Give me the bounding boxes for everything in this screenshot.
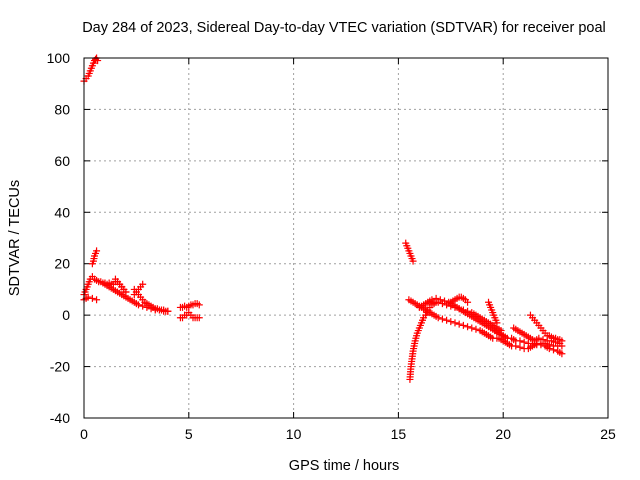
data-point <box>558 350 566 358</box>
data-point <box>493 319 501 327</box>
data-point <box>545 345 553 353</box>
data-point <box>443 316 451 324</box>
series-late-g <box>495 334 566 358</box>
data-point <box>134 301 142 309</box>
data-point <box>438 300 446 308</box>
data-point <box>472 325 480 333</box>
series-early-f <box>176 309 203 322</box>
data-point <box>520 338 528 346</box>
data-point <box>547 337 555 345</box>
plot-frame <box>83 57 609 419</box>
data-point <box>84 293 92 301</box>
series-late-i <box>510 324 564 347</box>
data-point <box>464 323 472 331</box>
series-late-e <box>485 298 501 327</box>
series-early-c <box>111 275 130 296</box>
data-point <box>464 307 472 315</box>
data-point <box>122 288 130 296</box>
x-tick-label: 15 <box>391 426 407 442</box>
data-points <box>80 54 566 383</box>
data-point <box>139 280 147 288</box>
data-point <box>455 305 463 313</box>
y-tick-label: 60 <box>54 153 70 169</box>
data-point <box>455 320 463 328</box>
data-point <box>93 247 101 255</box>
y-tick-label: 100 <box>47 50 71 66</box>
data-point <box>195 314 203 322</box>
data-point <box>443 301 451 309</box>
series-late-f <box>491 327 566 350</box>
data-point <box>550 346 558 354</box>
data-point <box>464 298 472 306</box>
data-point <box>195 301 203 309</box>
y-tick-label: 20 <box>54 256 70 272</box>
y-tick-label: 40 <box>54 204 70 220</box>
data-point <box>512 342 520 350</box>
data-point <box>93 296 101 304</box>
x-tick-label: 25 <box>600 426 616 442</box>
data-point <box>552 338 560 346</box>
series-late-d <box>447 293 472 306</box>
data-point <box>409 257 417 265</box>
y-tick-label: 80 <box>54 101 70 117</box>
x-tick-label: 0 <box>80 426 88 442</box>
x-tick-label: 5 <box>185 426 193 442</box>
data-point <box>447 318 455 326</box>
data-point <box>451 303 459 311</box>
data-point <box>139 302 147 310</box>
data-point <box>434 298 442 306</box>
axis-ticks <box>83 57 609 419</box>
y-axis-label: SDTVAR / TECUs <box>7 180 23 296</box>
series-early-spike <box>88 247 101 268</box>
data-point <box>539 336 547 344</box>
data-point <box>88 294 96 302</box>
data-point <box>459 321 467 329</box>
series-late-spike <box>402 239 417 265</box>
series-early-g <box>176 300 203 311</box>
data-point <box>468 324 476 332</box>
grid-lines <box>84 58 608 418</box>
y-tick-label: 0 <box>62 307 70 323</box>
data-point <box>556 339 564 347</box>
data-point <box>516 343 524 351</box>
x-axis-label: GPS time / hours <box>289 458 399 474</box>
data-point <box>451 319 459 327</box>
x-tick-label: 10 <box>286 426 302 442</box>
y-tick-labels: -40 -20 0 20 40 60 80 100 <box>47 50 71 426</box>
data-point <box>438 315 446 323</box>
data-point <box>537 341 545 349</box>
chart-title: Day 284 of 2023, Sidereal Day-to-day VTE… <box>82 20 606 36</box>
data-point <box>459 306 467 314</box>
series-late-rise <box>406 298 440 383</box>
series-early-e <box>130 280 147 299</box>
data-point <box>432 294 440 302</box>
x-tick-labels: 0 5 10 15 20 25 <box>80 426 616 442</box>
data-point <box>164 307 172 315</box>
x-tick-label: 20 <box>495 426 511 442</box>
y-tick-label: -20 <box>50 359 70 375</box>
data-point <box>434 314 442 322</box>
data-point <box>516 337 524 345</box>
y-tick-label: -40 <box>50 410 70 426</box>
data-point <box>535 334 543 342</box>
